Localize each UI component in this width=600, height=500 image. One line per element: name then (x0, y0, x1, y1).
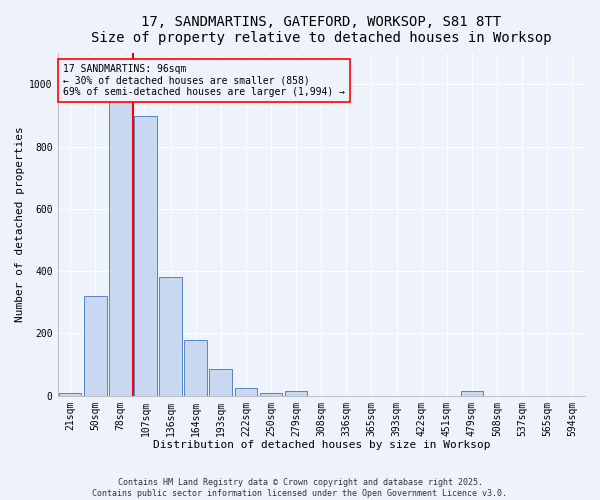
Text: Contains HM Land Registry data © Crown copyright and database right 2025.
Contai: Contains HM Land Registry data © Crown c… (92, 478, 508, 498)
Bar (134, 116, 157, 396)
Bar (84, 296, 107, 396)
Bar (59, 392, 82, 396)
X-axis label: Distribution of detached houses by size in Worksop: Distribution of detached houses by size … (152, 440, 490, 450)
Y-axis label: Number of detached properties: Number of detached properties (15, 126, 25, 322)
Title: 17, SANDMARTINS, GATEFORD, WORKSOP, S81 8TT
Size of property relative to detache: 17, SANDMARTINS, GATEFORD, WORKSOP, S81 … (91, 15, 551, 45)
Bar (109, 83, 131, 396)
Bar (184, 340, 207, 396)
Bar (235, 388, 257, 396)
Bar (209, 370, 232, 396)
Bar (461, 391, 483, 396)
Bar (260, 392, 283, 396)
Bar (285, 391, 307, 396)
Text: 17 SANDMARTINS: 96sqm
← 30% of detached houses are smaller (858)
69% of semi-det: 17 SANDMARTINS: 96sqm ← 30% of detached … (63, 64, 345, 97)
Bar (159, 278, 182, 396)
